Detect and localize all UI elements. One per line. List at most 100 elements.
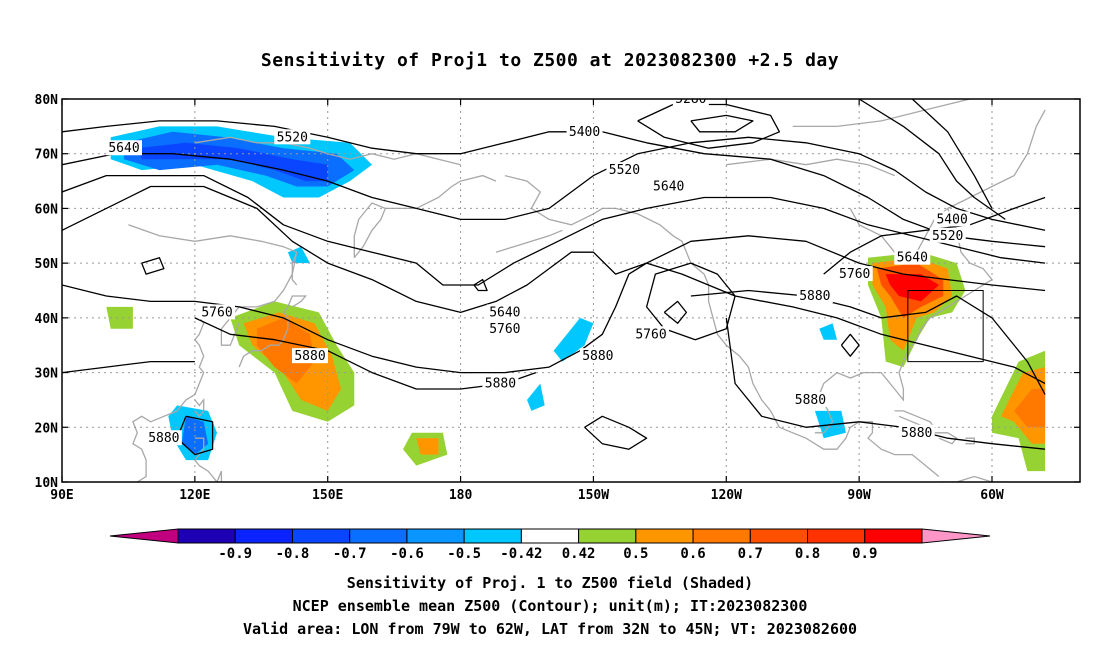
y-tick-label: 60N: [35, 202, 59, 217]
caption-shading: Sensitivity of Proj. 1 to Z500 field (Sh…: [346, 574, 754, 592]
contour-label-text: 5520: [932, 229, 963, 244]
valid-area-rect: [907, 290, 984, 363]
contour-label-bg: [796, 287, 833, 303]
contour-label-bg: [934, 211, 971, 227]
contour-label-text: 5760: [489, 322, 520, 337]
contour-label-text: 5640: [489, 305, 520, 320]
coastline: [128, 224, 298, 346]
caption-valid-area: Valid area: LON from 79W to 62W, LAT fro…: [242, 620, 858, 638]
z500-contour: [584, 415, 648, 450]
contour-label-text: 5760: [635, 327, 666, 342]
colorbar-box: [406, 528, 465, 544]
map-panel: 5640 5520 5400 5280 5520 5640 5400 5520 5640 5760…: [35, 92, 1081, 560]
z500-contour: [473, 278, 488, 292]
colorbar-box: [635, 528, 694, 544]
coastline: [947, 109, 1046, 209]
z500-contour: [646, 142, 1046, 248]
colorbar: -0.9 -0.8 -0.7 -0.6 -0.5 -0.42 0.42 0.5 0.6 0.7 0.…: [109, 528, 991, 560]
contour-label-text: 5880: [901, 426, 932, 441]
coastline: [132, 317, 205, 482]
contour-label: 5400: [566, 123, 603, 140]
contour-label: 5760: [486, 320, 523, 337]
z500-contour: [645, 262, 736, 341]
contour-label: 5760: [633, 326, 669, 342]
y-tick-label: 70N: [35, 148, 59, 163]
z500-contour: [141, 257, 165, 275]
contour-label-text: 5400: [936, 212, 967, 227]
coastline: [894, 410, 936, 428]
y-tick-label: 40N: [35, 312, 59, 327]
contour-label: 5880: [579, 348, 616, 364]
z500-contour: [62, 136, 1046, 231]
coastline: [814, 207, 993, 434]
colorbar-box: [864, 528, 923, 544]
x-tick-label: 150W: [578, 488, 609, 503]
contour-label-bg: [145, 430, 182, 446]
colorbar-box: [177, 528, 236, 544]
colorbar-label: 0.9: [852, 546, 877, 560]
shading-region: [527, 383, 545, 411]
contour-label-text: 5880: [799, 289, 830, 304]
z500-contour: [62, 120, 647, 155]
shading-region: [885, 274, 939, 302]
colorbar-box: [349, 528, 408, 544]
colorbar-label: -0.6: [390, 546, 424, 560]
shading-region: [137, 142, 328, 182]
colorbar-label: 0.7: [738, 546, 763, 560]
coastline: [238, 295, 307, 368]
contour-label-bg: [836, 266, 873, 282]
contour-label: 5760: [836, 266, 873, 282]
shading-region: [256, 317, 315, 384]
colorbar-label: -0.9: [218, 546, 252, 560]
z500-contour: [858, 99, 1006, 220]
contour-label: 5640: [106, 140, 142, 156]
y-tick-label: 30N: [35, 367, 59, 382]
contour-label-text: 5760: [839, 267, 870, 282]
contour-label-bg: [274, 129, 311, 145]
contour-label: 5880: [898, 424, 935, 441]
contour-label: 5880: [145, 430, 182, 446]
y-tick-label: 10N: [35, 476, 59, 491]
contour-label-text: 5280: [675, 92, 706, 107]
colorbar-label: -0.8: [276, 546, 310, 560]
contour-label-bg: [199, 304, 235, 320]
contour-label: 5640: [894, 249, 931, 266]
x-tick-label: 150E: [312, 488, 343, 503]
contour-label: 5400: [934, 211, 971, 227]
coastline: [934, 432, 958, 445]
contour-label: 5880: [292, 348, 328, 364]
contour-label-bg: [292, 348, 328, 364]
contour-label: 5640: [486, 304, 523, 320]
valid-area-box: [907, 290, 984, 363]
contour-label-bg: [579, 348, 616, 364]
contour-label-bg: [929, 227, 966, 243]
contour-label-bg: [633, 326, 669, 342]
x-tick-label: 180: [449, 488, 473, 503]
contour-label: 5760: [199, 304, 235, 320]
colorbar-box: [807, 528, 866, 544]
contour-labels: 5640 5520 5400 5280 5520 5640 5400 5520 5640 5760…: [106, 92, 971, 446]
contour-label: 5520: [929, 227, 966, 244]
contour-label-text: 5640: [653, 180, 684, 195]
z500-contour: [840, 333, 860, 357]
y-tick-label: 50N: [35, 257, 59, 272]
contour-label-bg: [672, 99, 709, 106]
colorbar-box: [520, 528, 580, 544]
shading-region: [553, 317, 594, 362]
contour-label-bg: [106, 140, 142, 156]
x-tick-label: 120W: [711, 488, 742, 503]
coastline: [194, 136, 461, 166]
colorbar-box: [291, 528, 351, 544]
z500-contour: [725, 317, 1046, 450]
x-tick-label: 90E: [50, 488, 73, 503]
z500-contour: [62, 174, 1046, 286]
contour-label-bg: [486, 304, 523, 320]
contour-label-bg: [566, 123, 603, 139]
y-tick-label: 20N: [35, 421, 59, 436]
contour-label-text: 5640: [897, 251, 928, 266]
contour-label-text: 5880: [294, 349, 325, 364]
x-tick-label: 120E: [179, 488, 210, 503]
contour-label-text: 5880: [795, 393, 826, 408]
contour-label-text: 5400: [569, 125, 600, 140]
